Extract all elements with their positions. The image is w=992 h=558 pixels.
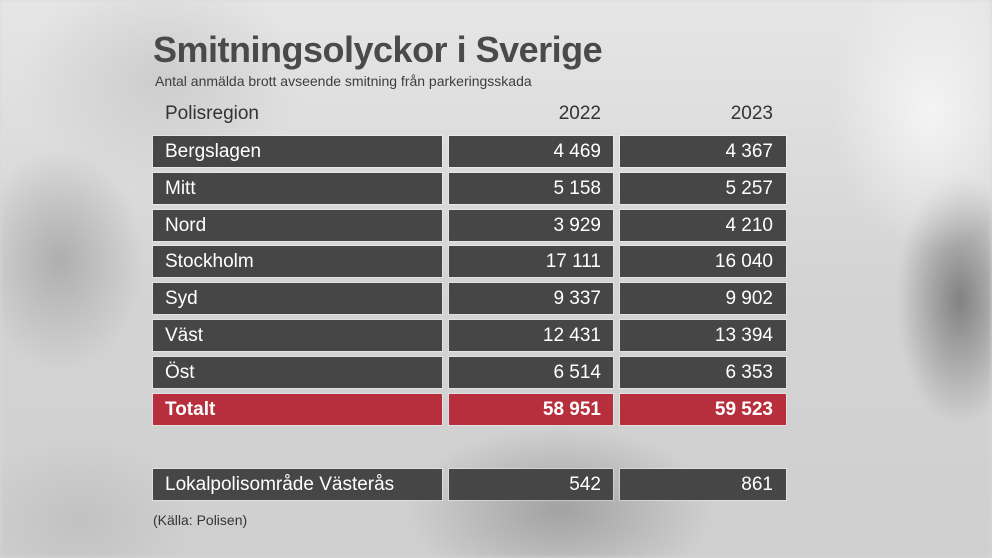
value-2022-cell: 4 469 — [448, 135, 614, 168]
value-2022-cell: 12 431 — [448, 319, 614, 352]
total-label-cell: Totalt — [152, 393, 443, 426]
value-2023-cell: 4 367 — [619, 135, 787, 168]
value-2023-cell: 9 902 — [619, 282, 787, 315]
value-2023-cell: 5 257 — [619, 172, 787, 205]
value-2022-cell: 6 514 — [448, 356, 614, 389]
region-cell: Väst — [152, 319, 443, 352]
value-2022-cell: 17 111 — [448, 245, 614, 278]
value-2023-cell: 6 353 — [619, 356, 787, 389]
value-2022-cell: 3 929 — [448, 209, 614, 242]
total-2022-cell: 58 951 — [448, 393, 614, 426]
value-2023-cell: 16 040 — [619, 245, 787, 278]
subtitle: Antal anmälda brott avseende smitning fr… — [155, 73, 532, 89]
local-area-label-cell: Lokalpolisområde Västerås — [152, 468, 443, 501]
region-cell: Öst — [152, 356, 443, 389]
page-title: Smitningsolyckor i Sverige — [153, 29, 603, 70]
region-cell: Stockholm — [152, 245, 443, 278]
value-2023-cell: 4 210 — [619, 209, 787, 242]
value-2023-cell: 13 394 — [619, 319, 787, 352]
region-cell: Syd — [152, 282, 443, 315]
value-2022-cell: 5 158 — [448, 172, 614, 205]
column-header-region: Polisregion — [165, 103, 259, 124]
total-2023-cell: 59 523 — [619, 393, 787, 426]
source-note: (Källa: Polisen) — [153, 512, 248, 528]
column-header-2022: 2022 — [558, 103, 601, 124]
local-2023-cell: 861 — [619, 468, 787, 501]
column-header-2023: 2023 — [730, 103, 773, 124]
value-2022-cell: 9 337 — [448, 282, 614, 315]
local-2022-cell: 542 — [448, 468, 614, 501]
region-cell: Nord — [152, 209, 443, 242]
region-cell: Bergslagen — [152, 135, 443, 168]
region-cell: Mitt — [152, 172, 443, 205]
